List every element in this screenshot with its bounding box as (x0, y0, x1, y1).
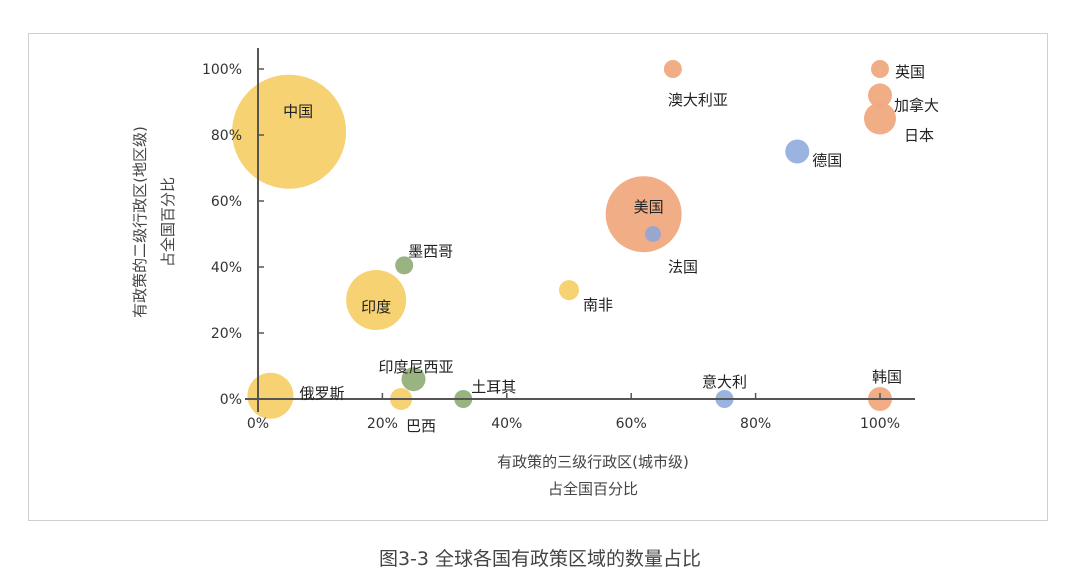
bubble-15 (864, 102, 896, 135)
y-tick-label: 60% (211, 194, 242, 210)
y-tick-label: 100% (202, 62, 242, 78)
bubble-5 (395, 256, 414, 275)
bubble-1 (346, 270, 407, 330)
bubble-label: 法国 (668, 258, 698, 276)
y-tick-label: 0% (220, 392, 242, 408)
x-tick-label: 0% (247, 416, 269, 432)
bubble-8 (605, 176, 682, 253)
x-tick-label: 100% (860, 416, 900, 432)
bubble-label: 巴西 (406, 417, 436, 435)
bubble-0 (232, 74, 347, 189)
y-tick-label: 20% (211, 326, 242, 342)
bubble-10 (663, 60, 682, 78)
bubble-11 (785, 139, 810, 164)
bubble-label: 韩国 (872, 368, 902, 386)
bubble-7 (559, 280, 579, 301)
bubble-label: 南非 (583, 296, 613, 314)
x-tick-label: 40% (491, 416, 522, 432)
x-tick-label: 60% (616, 416, 647, 432)
y-tick-label: 80% (211, 128, 242, 144)
y-axis-label-line2: 占全国百分比 (159, 177, 177, 267)
bubble-label: 中国 (283, 103, 313, 121)
bubble-label: 印度尼西亚 (379, 358, 454, 376)
bubble-13 (871, 60, 889, 78)
bubble-4 (401, 367, 426, 392)
bubble-label: 墨西哥 (408, 242, 453, 260)
y-axis-label-line1: 有政策的二级行政区(地区级) (131, 126, 149, 318)
y-tick-label: 40% (211, 260, 242, 276)
bubble-label: 土耳其 (471, 378, 516, 396)
bubble-9 (644, 226, 661, 242)
x-axis-label-line2: 占全国百分比 (548, 480, 638, 498)
bubble-label: 日本 (904, 127, 934, 145)
bubble-label: 印度 (361, 298, 391, 316)
x-tick-label: 80% (740, 416, 771, 432)
bubble-label: 澳大利亚 (668, 91, 728, 109)
bubble-2 (247, 372, 294, 419)
bubble-label: 俄罗斯 (299, 385, 344, 403)
bubble-label: 意大利 (702, 373, 747, 391)
bubble-label: 英国 (895, 63, 925, 81)
chart-frame (28, 33, 1048, 521)
bubble-label: 德国 (812, 152, 842, 170)
x-axis-label-line1: 有政策的三级行政区(城市级) (497, 453, 689, 471)
figure-caption: 图3-3 全球各国有政策区域的数量占比 (378, 548, 702, 570)
bubble-14 (868, 83, 892, 108)
bubble-label: 加拿大 (894, 96, 939, 114)
bubble-label: 美国 (634, 198, 664, 216)
x-tick-label: 20% (367, 416, 398, 432)
